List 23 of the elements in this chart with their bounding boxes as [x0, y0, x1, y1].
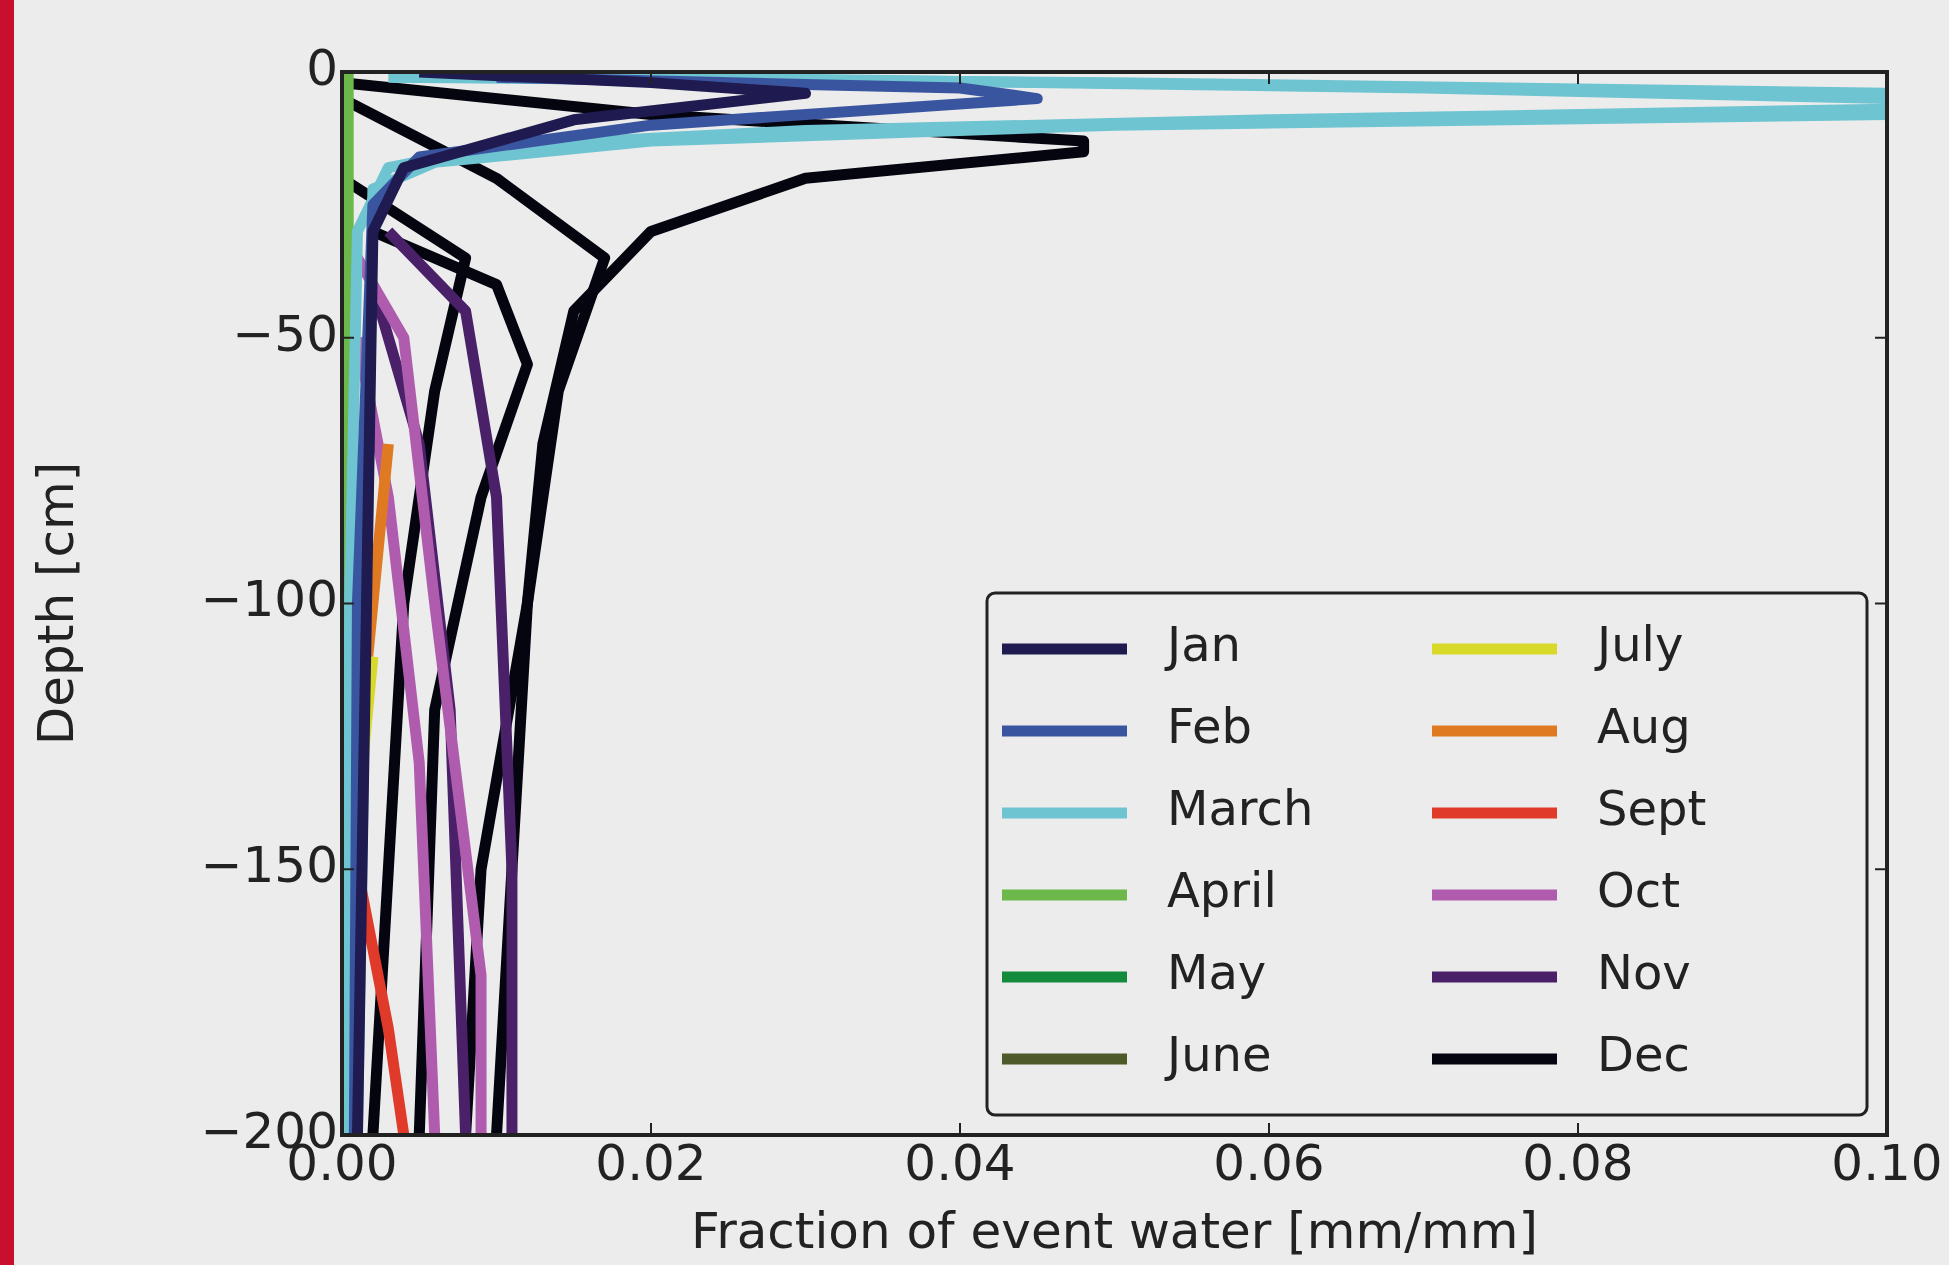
- legend-label: June: [1164, 1026, 1272, 1083]
- legend-label: April: [1167, 862, 1277, 919]
- legend-label: Jan: [1164, 616, 1241, 673]
- y-tick-label: −100: [200, 570, 338, 629]
- x-axis-title: Fraction of event water [mm/mm]: [691, 1201, 1538, 1260]
- x-tick-label: 0.10: [1831, 1133, 1943, 1192]
- x-tick-label: 0.06: [1213, 1133, 1325, 1192]
- legend-label: Nov: [1597, 944, 1691, 1001]
- y-tick-label: −150: [200, 836, 338, 895]
- legend-label: Sept: [1597, 780, 1707, 837]
- legend-label: Oct: [1597, 862, 1680, 919]
- y-tick-label: 0: [306, 38, 338, 97]
- legend-label: July: [1594, 616, 1684, 673]
- legend-label: May: [1167, 944, 1267, 1001]
- legend-label: Dec: [1597, 1026, 1690, 1083]
- x-tick-label: 0.08: [1522, 1133, 1634, 1192]
- x-tick-label: 0.02: [595, 1133, 707, 1192]
- y-tick-label: −50: [232, 304, 338, 363]
- y-axis-title: Depth [cm]: [26, 461, 85, 746]
- legend-label: Aug: [1597, 698, 1691, 755]
- x-tick-label: 0.04: [904, 1133, 1016, 1192]
- legend-label: Feb: [1167, 698, 1252, 755]
- legend-label: March: [1167, 780, 1314, 837]
